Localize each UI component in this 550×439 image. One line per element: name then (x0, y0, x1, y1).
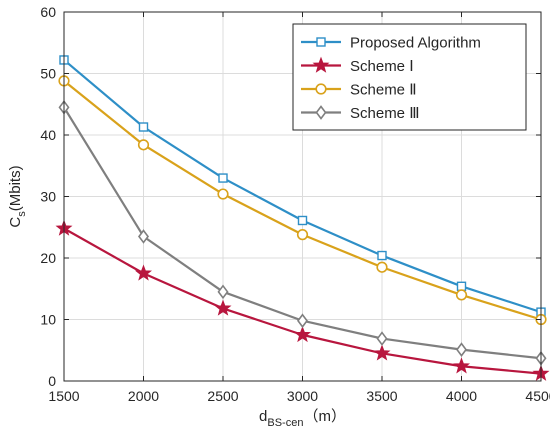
legend-marker (315, 83, 327, 95)
y-tick-label: 10 (40, 312, 56, 328)
y-axis-label: Cs(Mbits) (7, 165, 28, 227)
data-point-proposed-algorithm-1 (138, 122, 149, 132)
legend-marker (312, 56, 330, 73)
series-scheme-3 (58, 75, 547, 326)
x-tick-label: 2000 (128, 388, 159, 404)
data-point-scheme-4 (297, 313, 308, 329)
data-point-scheme-3 (217, 188, 229, 200)
y-tick-label: 60 (40, 4, 56, 20)
data-point-scheme-2 (214, 299, 232, 316)
legend: Proposed Algorithm Scheme Ⅰ Scheme Ⅱ Scheme… (292, 23, 527, 131)
x-tick-label: 4000 (446, 388, 477, 404)
data-point-scheme-3 (296, 229, 309, 241)
y-tick-label: 30 (40, 189, 56, 205)
data-point-scheme-3 (137, 139, 150, 151)
data-point-scheme-2 (294, 325, 311, 343)
data-point-scheme-4 (456, 342, 467, 357)
legend-item: Scheme Ⅱ (301, 82, 417, 99)
legend-label: Scheme Ⅰ (350, 58, 414, 75)
data-point-proposed-algorithm-1 (297, 215, 308, 226)
legend-label: Scheme Ⅱ (350, 82, 417, 99)
data-point-scheme-4 (376, 331, 388, 346)
data-point-scheme-4 (138, 229, 149, 244)
x-tick-label: 3500 (366, 388, 397, 404)
y-tick-label: 20 (40, 250, 56, 266)
data-point-scheme-3 (455, 289, 468, 301)
legend-item: Scheme Ⅲ (301, 105, 420, 122)
legend-label: Scheme Ⅲ (350, 105, 420, 122)
y-tick-label: 40 (40, 127, 56, 143)
data-point-proposed-algorithm-1 (456, 281, 467, 291)
data-point-scheme-4 (217, 284, 229, 300)
x-tick-label: 1500 (48, 388, 79, 404)
y-tick-label: 0 (48, 373, 56, 389)
data-point-scheme-2 (135, 264, 152, 281)
x-tick-label: 3000 (287, 388, 318, 404)
legend-item: Scheme Ⅰ (301, 56, 414, 75)
data-point-scheme-3 (376, 261, 388, 273)
data-point-proposed-algorithm-1 (377, 250, 387, 261)
x-tick-label: 2500 (207, 388, 238, 404)
data-point-proposed-algorithm-1 (218, 173, 228, 183)
legend-marker (315, 105, 327, 120)
x-axis-label: dBS-cen（m） (259, 408, 346, 429)
data-point-scheme-2 (453, 357, 470, 374)
legend-label: Proposed Algorithm (350, 35, 481, 52)
legend-item: Proposed Algorithm (301, 35, 481, 52)
y-tick-label: 50 (40, 66, 56, 82)
data-point-scheme-2 (373, 344, 391, 361)
legend-marker (316, 37, 326, 47)
